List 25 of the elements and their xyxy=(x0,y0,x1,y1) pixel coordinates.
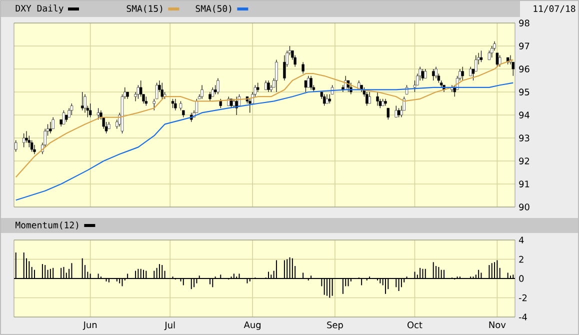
y-tick-label: -4 xyxy=(518,314,527,320)
y-tick-label: 97 xyxy=(519,42,530,50)
x-tick-label: Nov xyxy=(489,322,506,328)
legend-label: Momentum(12) xyxy=(16,222,78,230)
y-tick-label: 93 xyxy=(519,134,530,142)
y-tick-label: 98 xyxy=(519,20,530,26)
y-tick-label: 92 xyxy=(519,158,530,164)
x-tick-label: Jul xyxy=(164,322,175,330)
y-tick-label: 96 xyxy=(519,66,530,72)
y-tick-label: 0 xyxy=(519,275,524,282)
y-tick-label: 91 xyxy=(519,180,530,188)
y-tick-label: 95 xyxy=(519,88,530,96)
y-tick-label: 2 xyxy=(519,256,524,263)
x-tick-label: Aug xyxy=(244,322,260,330)
y-tick-label: 4 xyxy=(518,236,524,244)
legend-label: DXY Daily xyxy=(16,4,64,14)
x-tick-label: Oct xyxy=(408,322,422,328)
y-tick-label: -2 xyxy=(518,294,527,302)
legend-label: SMA(50) xyxy=(196,5,232,13)
text: 11/07/18 xyxy=(534,5,576,13)
y-tick-label: 94 xyxy=(519,112,530,118)
x-tick-label: Sep xyxy=(327,322,343,330)
y-tick-label: 90 xyxy=(519,204,530,210)
x-tick-label: Jun xyxy=(82,322,97,330)
legend-label: SMA(15) xyxy=(126,5,162,13)
